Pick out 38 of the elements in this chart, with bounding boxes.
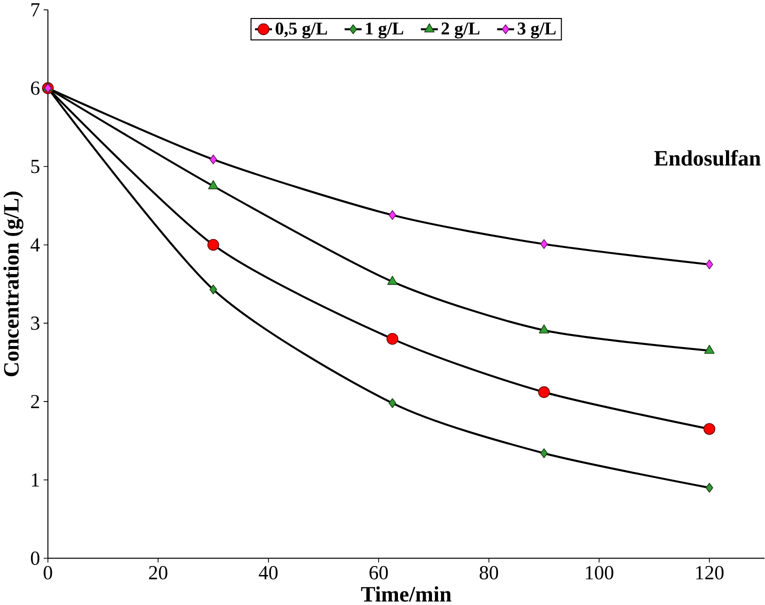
point	[210, 154, 218, 164]
x-tick-label: 40	[258, 566, 278, 580]
point	[388, 398, 396, 408]
y-tick-label: 5	[31, 160, 40, 174]
legend-label: 2 g/L	[442, 22, 480, 38]
point	[388, 210, 396, 220]
legend-label: 3 g/L	[518, 22, 556, 38]
x-tick-label: 0	[44, 566, 52, 580]
y-tick-label: 6	[31, 81, 40, 95]
point	[538, 324, 550, 334]
point	[706, 260, 714, 270]
point	[387, 276, 398, 285]
point	[704, 344, 715, 354]
x-tick-label: 120	[696, 566, 724, 580]
point	[208, 180, 218, 190]
y-axis-title: Concentration (g/L)	[3, 192, 24, 376]
x-tick-label: 20	[149, 566, 168, 580]
point	[706, 482, 714, 493]
y-tick-label: 3	[31, 316, 40, 330]
x-tick-label: 80	[480, 566, 498, 580]
x-tick-label: 100	[586, 566, 614, 580]
y-tick-label: 0	[30, 552, 40, 565]
y-tick-label: 7	[31, 3, 40, 16]
x-axis-title: Time/min	[361, 586, 452, 602]
y-tick-label: 2	[31, 394, 40, 408]
point	[210, 284, 218, 294]
x-tick-label: 60	[370, 566, 388, 580]
point	[540, 448, 548, 458]
legend-label: 1 g/L	[366, 22, 404, 38]
point	[704, 423, 716, 435]
point	[207, 238, 220, 251]
point	[538, 386, 550, 398]
point	[386, 332, 398, 345]
point	[540, 239, 548, 249]
legend-label: 0,5 g/L	[276, 22, 327, 38]
y-tick-label: 1	[32, 473, 39, 486]
annotation: Endosulfan	[654, 150, 761, 166]
y-tick-label: 4	[30, 238, 40, 252]
